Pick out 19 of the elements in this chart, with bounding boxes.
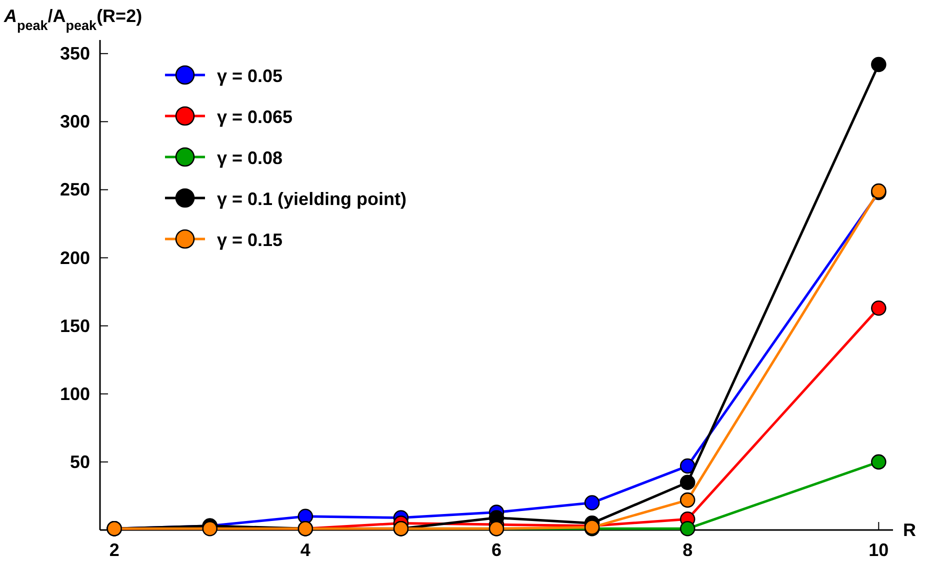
legend-label: γ = 0.05 xyxy=(217,66,283,86)
legend-label: γ = 0.08 xyxy=(217,148,283,168)
legend-label: γ = 0.1 (yielding point) xyxy=(217,189,407,209)
x-tick-label: 6 xyxy=(491,540,502,560)
y-tick-label: 50 xyxy=(70,452,90,472)
legend-label: γ = 0.15 xyxy=(217,230,283,250)
legend-label: γ = 0.065 xyxy=(217,107,293,127)
y-tick-label: 300 xyxy=(60,112,90,132)
y-tick-label: 150 xyxy=(60,316,90,336)
x-axis-title: R xyxy=(903,520,916,540)
y-tick-label: 250 xyxy=(60,180,90,200)
y-axis-title: A$_{peak}$/A$_{peak}$(R=2) xyxy=(3,6,142,32)
x-tick-label: 4 xyxy=(300,540,310,560)
x-tick-label: 2 xyxy=(109,540,120,560)
x-tick-label: 8 xyxy=(682,540,693,560)
x-tick-label: 10 xyxy=(868,540,889,560)
y-tick-label: 100 xyxy=(60,384,90,404)
y-tick-label: 350 xyxy=(60,44,90,64)
y-tick-label: 200 xyxy=(60,248,90,268)
